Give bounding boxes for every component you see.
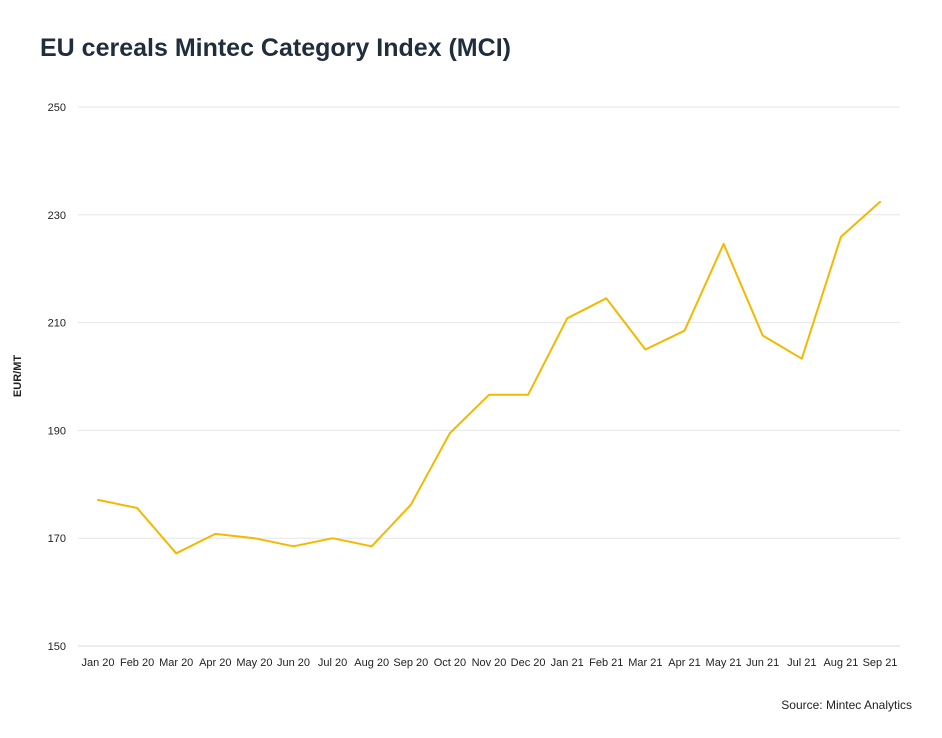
- x-tick-label: Apr 21: [668, 657, 700, 669]
- x-tick-label: Jun 21: [746, 657, 779, 669]
- x-tick-label: Aug 20: [354, 657, 389, 669]
- y-tick-label: 250: [48, 102, 66, 114]
- x-tick-label: Nov 20: [472, 657, 507, 669]
- x-tick-label: Jan 21: [551, 657, 584, 669]
- source-note: Source: Mintec Analytics: [781, 698, 912, 712]
- x-tick-label: Sep 20: [393, 657, 428, 669]
- x-tick-label: Feb 20: [120, 657, 154, 669]
- x-tick-label: May 20: [236, 657, 272, 669]
- y-tick-label: 170: [48, 533, 66, 545]
- chart-title: EU cereals Mintec Category Index (MCI): [40, 34, 511, 62]
- y-tick-label: 210: [48, 318, 66, 330]
- series-lines: [97, 200, 881, 555]
- x-tick-label: Jul 21: [787, 657, 816, 669]
- x-tick-label: Jul 20: [318, 657, 347, 669]
- y-tick-label: 190: [48, 425, 66, 437]
- y-tick-label: 230: [48, 210, 66, 222]
- x-tick-label: Jan 20: [81, 657, 114, 669]
- x-tick-label: Apr 20: [199, 657, 231, 669]
- y-axis-label: EUR/MT: [12, 354, 24, 398]
- x-tick-label: Mar 21: [628, 657, 662, 669]
- y-tick-labels: 150 170 190 210 230 250: [48, 102, 66, 653]
- x-tick-label: May 21: [706, 657, 742, 669]
- x-tick-label: Mar 20: [159, 657, 193, 669]
- gridlines: [78, 106, 900, 647]
- y-tick-label: 150: [48, 641, 66, 653]
- x-tick-label: Jun 20: [277, 657, 310, 669]
- x-tick-labels: Jan 20 Feb 20 Mar 20 Apr 20 May 20 Jun 20 Jul …: [81, 657, 897, 669]
- x-tick-label: Aug 21: [823, 657, 858, 669]
- x-tick-label: Feb 21: [589, 657, 623, 669]
- x-tick-label: Dec 20: [511, 657, 546, 669]
- x-tick-label: Sep 21: [863, 657, 898, 669]
- series-line: [97, 200, 881, 555]
- x-tick-label: Oct 20: [434, 657, 466, 669]
